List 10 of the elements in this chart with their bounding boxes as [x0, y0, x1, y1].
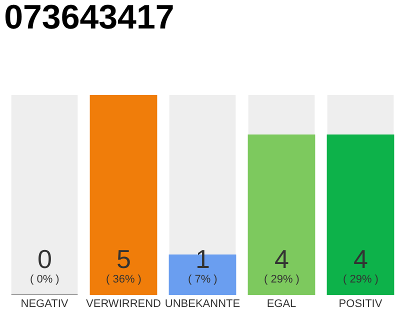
x-tick-label: VERWIRREND	[86, 298, 162, 310]
x-tick-label: POSITIV	[338, 298, 383, 310]
data-label: 4 ( 29% )	[343, 244, 378, 286]
x-tick-label: NEGATIV	[20, 298, 69, 310]
data-label: 4 ( 29% )	[264, 244, 300, 286]
data-label: 0 ( 0% )	[30, 244, 60, 286]
data-label: 5 ( 36% )	[106, 244, 142, 286]
x-tick-label: EGAL	[266, 298, 296, 310]
chart-title: 073643417	[4, 0, 174, 37]
x-tick-label: UNBEKANNTE	[164, 298, 240, 310]
